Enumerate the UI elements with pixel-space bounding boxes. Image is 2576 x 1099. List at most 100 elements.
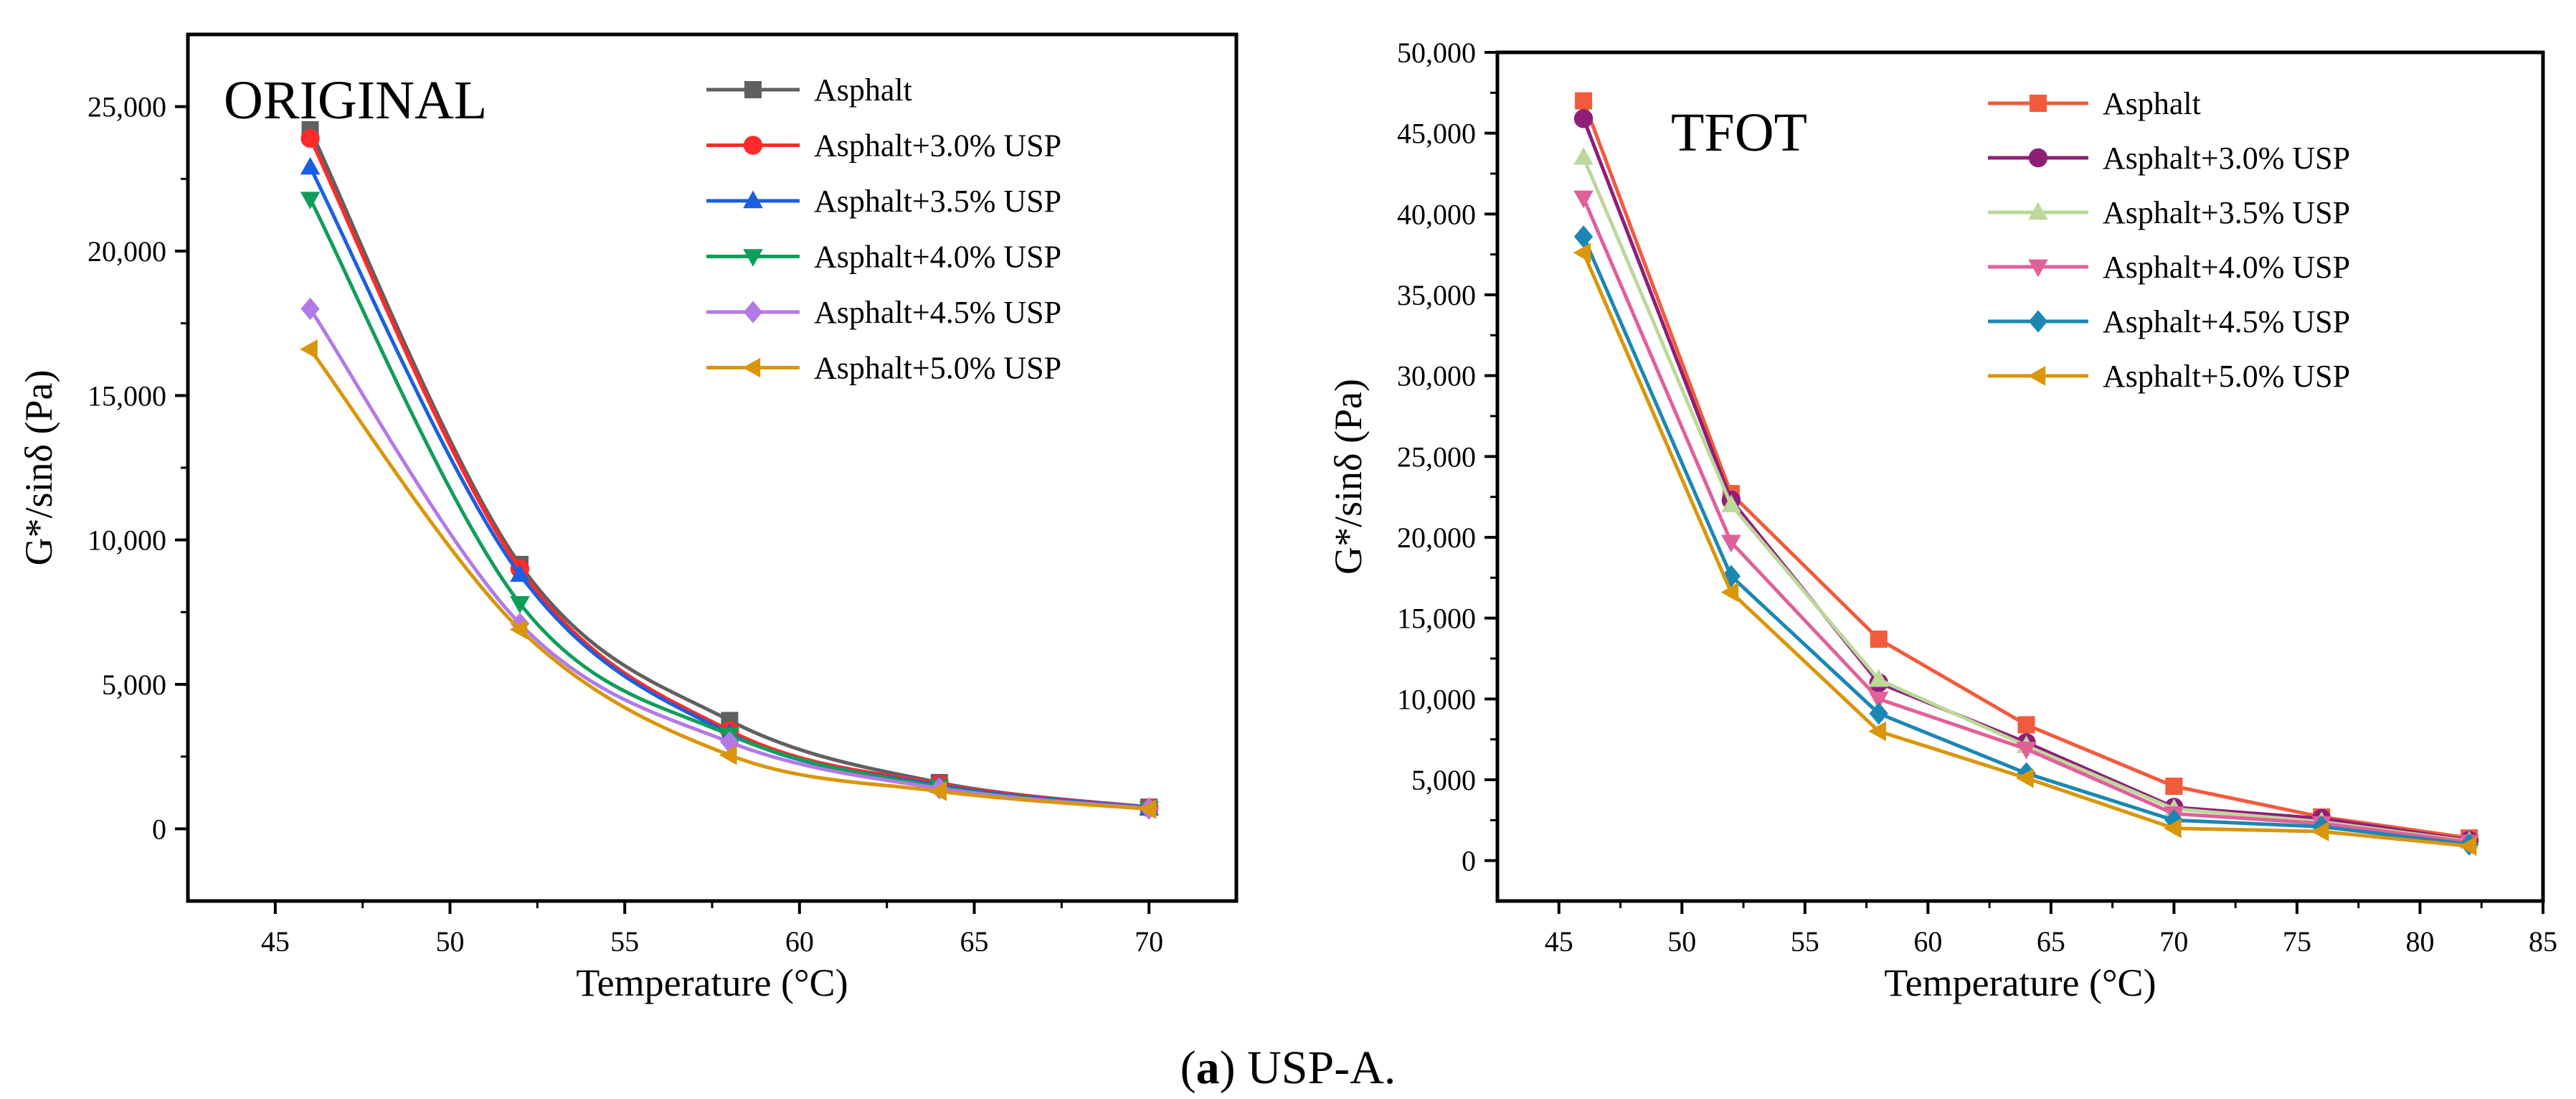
legend-item: Asphalt+4.0% USP: [1988, 250, 2350, 285]
data-point: [2311, 821, 2329, 841]
x-tick-label: 75: [2283, 925, 2311, 958]
data-point: [300, 128, 320, 148]
y-tick-label: 25,000: [87, 91, 166, 123]
x-tick-label: 70: [1135, 925, 1163, 958]
legend-label: Asphalt+4.0% USP: [814, 240, 1061, 275]
data-point: [1868, 669, 1889, 687]
y-tick-label: 10,000: [87, 524, 166, 557]
y-tick-label: 15,000: [1397, 603, 1476, 635]
caption-letter: a: [1196, 1042, 1220, 1094]
y-axis-title: G*/sinδ (Pa): [1327, 379, 1370, 575]
data-point: [1575, 92, 1593, 110]
x-axis-title: Temperature (°C): [576, 961, 848, 1004]
x-tick-label: 45: [1545, 925, 1573, 958]
legend: Asphalt Asphalt+3.0% USP Asphalt+3.5% USP A…: [706, 72, 1061, 386]
y-tick-label: 45,000: [1397, 118, 1476, 150]
y-tick-label: 40,000: [1397, 198, 1476, 230]
data-point: [1573, 242, 1591, 263]
legend-item: Asphalt+3.0% USP: [1988, 141, 2350, 176]
legend-swatch-marker: [2028, 148, 2048, 168]
data-point: [1870, 630, 1888, 648]
panel-title: ORIGINAL: [224, 70, 487, 131]
legend-label: Asphalt+3.0% USP: [814, 128, 1061, 164]
panel-title: TFOT: [1671, 103, 1807, 163]
legend-swatch-marker: [2028, 259, 2048, 278]
y-tick-label: 5,000: [102, 669, 166, 701]
x-tick-label: 85: [2529, 925, 2557, 958]
legend-swatch-marker: [2027, 366, 2046, 386]
data-point: [1573, 190, 1594, 209]
data-point: [1868, 692, 1889, 709]
series-6: [300, 339, 1157, 819]
tfot-chart: 45 50 55 60 65 70 75 80 85 0 5,000 10,000 15,000 20,0…: [1327, 37, 2557, 1004]
x-tick-label: 45: [261, 925, 290, 958]
legend-item: Asphalt+4.0% USP: [706, 240, 1061, 275]
legend: Asphalt Asphalt+3.0% USP Asphalt+3.5% USP A…: [1988, 86, 2350, 394]
legend-label: Asphalt+3.5% USP: [814, 184, 1061, 219]
y-tick-label: 15,000: [87, 379, 166, 412]
data-point: [2016, 768, 2034, 788]
data-point: [1573, 109, 1594, 128]
series-line: [308, 128, 1150, 809]
legend-swatch-marker: [2028, 310, 2048, 333]
y-tick-label: 5,000: [1411, 764, 1476, 796]
legend-label: Asphalt+4.5% USP: [2103, 304, 2350, 339]
x-tick-label: 60: [785, 925, 814, 958]
x-tick-label: 50: [1667, 925, 1696, 958]
data-point: [2165, 778, 2183, 796]
series-4: [1573, 190, 2479, 853]
x-tick-label: 60: [1913, 925, 1942, 958]
data-point: [300, 339, 318, 359]
y-axis-title: G*/sinδ (Pa): [17, 370, 60, 566]
legend-swatch-marker: [743, 190, 763, 209]
legend-swatch-marker: [742, 357, 761, 378]
plot-frame: [1495, 50, 2545, 903]
data-point: [1721, 534, 1741, 553]
data-point: [2016, 741, 2037, 760]
y-tick-label: 0: [152, 813, 166, 845]
data-point: [1720, 582, 1739, 603]
data-point: [929, 781, 947, 801]
x-tick-label: 70: [2159, 925, 2188, 958]
data-point: [1721, 494, 1741, 513]
y-tick-label: 25,000: [1397, 440, 1476, 473]
data-point: [719, 745, 737, 765]
series-6: [1573, 242, 2477, 857]
data-point: [1138, 799, 1157, 819]
series-1: [301, 121, 1158, 816]
caption-text: ) USP-A.: [1220, 1042, 1396, 1094]
series-line: [308, 348, 1150, 811]
legend-item: Asphalt: [1988, 86, 2201, 121]
legend-label: Asphalt+5.0% USP: [814, 351, 1061, 386]
x-tick-label: 50: [436, 925, 465, 958]
data-point: [2458, 836, 2477, 857]
legend-label: Asphalt: [2103, 86, 2201, 121]
legend-swatch-marker: [743, 301, 763, 324]
legend-label: Asphalt: [814, 72, 912, 108]
legend-item: Asphalt+5.0% USP: [1988, 359, 2350, 394]
y-tick-label: 50,000: [1397, 37, 1476, 69]
y-tick-label: 20,000: [87, 235, 166, 268]
y-tick-label: 0: [1462, 845, 1476, 877]
x-axis-title: Temperature (°C): [1884, 961, 2156, 1004]
figure-caption: (a) USP-A.: [1180, 1042, 1396, 1094]
legend-swatch-marker: [2030, 95, 2047, 112]
x-tick-label: 65: [2037, 925, 2065, 958]
legend-item: Asphalt: [706, 72, 912, 108]
legend-swatch-marker: [2028, 202, 2048, 220]
legend-item: Asphalt+4.5% USP: [1988, 304, 2350, 339]
data-point: [510, 564, 530, 582]
original-chart: 45 50 55 60 65 70 0 5,000 10,000 15,000 20,000 25,0…: [17, 32, 1239, 1004]
legend-item: Asphalt+4.5% USP: [706, 295, 1061, 330]
legend-swatch-marker: [744, 81, 762, 98]
x-tick-label: 80: [2405, 925, 2434, 958]
legend-label: Asphalt+4.5% USP: [814, 295, 1061, 330]
legend-label: Asphalt+3.5% USP: [2103, 195, 2350, 230]
legend-label: Asphalt+5.0% USP: [2103, 359, 2350, 394]
data-point: [2164, 818, 2182, 839]
legend-item: Asphalt+3.0% USP: [706, 128, 1061, 164]
data-point: [1868, 721, 1886, 742]
x-tick-label: 55: [1791, 925, 1819, 958]
data-point: [1869, 702, 1888, 725]
